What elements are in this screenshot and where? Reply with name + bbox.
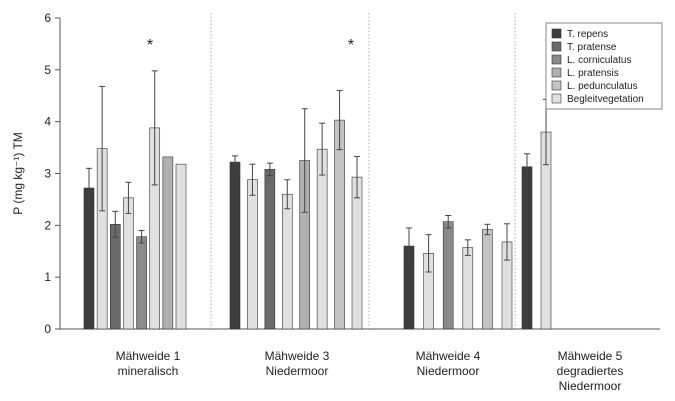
bar xyxy=(247,179,258,330)
bars xyxy=(83,119,552,330)
legend-label: L. pratensis xyxy=(567,68,619,79)
y-tick-label: 1 xyxy=(44,270,51,284)
y-tick-label: 2 xyxy=(44,218,51,232)
bar xyxy=(175,163,187,330)
legend-label: Begleitvegetation xyxy=(567,94,644,105)
legend-label: L. pedunculatus xyxy=(567,81,638,92)
bar xyxy=(83,187,95,330)
group-separators xyxy=(210,13,516,329)
category-labels: Mähweide 1 mineralisch Mähweide 3 Niedermoo… xyxy=(116,349,624,393)
significance-marker: * xyxy=(348,37,354,54)
bar xyxy=(442,221,454,330)
legend-swatch xyxy=(551,80,562,91)
legend-swatch xyxy=(551,67,562,78)
y-tick-label: 6 xyxy=(44,11,51,25)
legend-label: T. pratense xyxy=(567,42,617,53)
bar xyxy=(482,229,493,330)
legend-swatch xyxy=(551,28,562,39)
y-tick-label: 3 xyxy=(44,167,51,181)
error-bars xyxy=(86,70,549,273)
legend-label: L. corniculatus xyxy=(567,55,631,66)
bar xyxy=(316,148,328,330)
annotations: * * xyxy=(147,37,354,54)
significance-marker: * xyxy=(147,37,153,54)
bar xyxy=(264,169,276,330)
category-label: Mähweide 3 Niedermoor xyxy=(265,349,330,378)
bar xyxy=(462,247,474,330)
legend-swatch xyxy=(551,41,562,52)
bar xyxy=(281,193,293,330)
category-label: Mähweide 5 degradiertes Niedermoor xyxy=(557,349,624,393)
bar xyxy=(229,161,241,330)
y-tick-label: 5 xyxy=(44,63,51,77)
legend: T. repens T. pratense L. corniculatus L. pr… xyxy=(545,22,663,110)
y-tick-label: 0 xyxy=(44,322,51,336)
y-tick-label: 4 xyxy=(44,115,51,129)
legend-swatch xyxy=(551,54,562,65)
category-label: Mähweide 1 mineralisch xyxy=(116,349,181,378)
legend-swatch xyxy=(551,93,562,104)
bar xyxy=(334,119,345,330)
bar xyxy=(521,166,533,330)
legend-box xyxy=(545,22,663,110)
y-axis-label: P (mg kg⁻¹) TM xyxy=(11,132,25,215)
bar xyxy=(162,156,174,330)
category-label: Mähweide 4 Niedermoor xyxy=(416,349,481,378)
bar xyxy=(351,176,363,330)
legend-label: T. repens xyxy=(567,29,608,40)
bar xyxy=(109,223,121,330)
bar xyxy=(123,197,134,330)
bar xyxy=(136,236,147,330)
